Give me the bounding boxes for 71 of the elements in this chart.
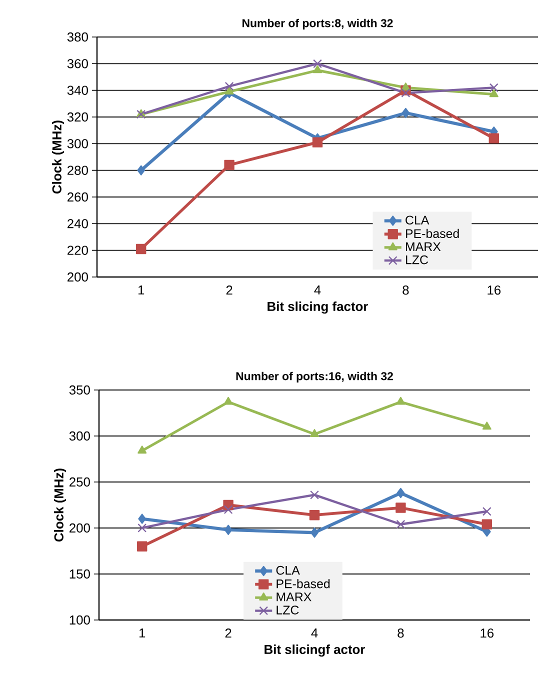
y-tick-label: 340	[67, 86, 88, 95]
legend-label: MARX	[406, 242, 441, 251]
x-tick-label: 1	[138, 286, 144, 294]
y-tick-label: 300	[67, 139, 88, 148]
point	[310, 490, 319, 500]
legend-label: MARX	[276, 592, 312, 602]
legend-label: PE-based	[276, 579, 330, 588]
point	[482, 422, 492, 430]
x-tick-label: 8	[398, 628, 404, 638]
x-tick-label: 1	[139, 628, 146, 638]
point	[396, 520, 406, 529]
y-tick-label: 360	[67, 59, 88, 68]
point	[224, 396, 233, 405]
point	[313, 59, 322, 68]
y-tick-label: 200	[68, 272, 88, 282]
y-tick-label: 220	[68, 246, 88, 255]
point	[489, 89, 498, 98]
point	[136, 244, 146, 254]
legend-label: LZC	[406, 255, 428, 264]
point	[137, 541, 148, 552]
point	[310, 528, 318, 538]
point	[482, 506, 492, 516]
chart-title: Number of ports:8, width 32	[242, 18, 393, 30]
y-tick-label: 350	[69, 385, 90, 395]
y-tick-label: 380	[67, 32, 88, 42]
y-tick-label: 240	[68, 219, 88, 228]
y-tick-label: 300	[69, 431, 90, 441]
legend-label: PE-based	[406, 228, 459, 238]
y-tick-label: 260	[68, 192, 88, 202]
x-tick-label: 8	[402, 286, 409, 295]
point	[138, 524, 147, 532]
x-axis-title: Bit slicing factor	[268, 302, 368, 314]
point	[309, 510, 320, 520]
x-tick-label: 2	[225, 628, 232, 638]
point	[138, 446, 147, 454]
y-tick-label: 150	[70, 569, 90, 579]
point	[310, 429, 319, 438]
y-axis-title: Clock (MHz)	[52, 120, 64, 194]
y-tick-label: 280	[68, 166, 88, 175]
point	[224, 505, 233, 514]
point	[396, 502, 406, 513]
y-tick-label: 100	[70, 615, 90, 625]
x-tick-label: 16	[488, 286, 501, 295]
point	[396, 396, 406, 405]
x-tick-label: 2	[226, 286, 232, 295]
x-tick-label: 16	[480, 628, 494, 638]
point	[488, 133, 499, 144]
point	[313, 65, 322, 74]
point	[224, 86, 234, 95]
point	[137, 165, 146, 176]
point	[489, 83, 498, 92]
legend-label: CLA	[406, 216, 430, 225]
point	[224, 82, 234, 91]
chart-title: Number of ports:16, width 32	[236, 372, 393, 382]
x-axis-title: Bit slicingf actor	[264, 644, 366, 657]
point	[138, 514, 146, 524]
point	[224, 524, 232, 535]
point	[224, 160, 234, 170]
y-tick-label: 200	[70, 523, 90, 533]
point	[312, 137, 323, 148]
x-tick-label: 4	[311, 628, 318, 638]
legend-label: LZC	[276, 606, 299, 614]
x-tick-label: 4	[314, 286, 321, 294]
legend-label: CLA	[276, 566, 300, 575]
point	[482, 519, 492, 530]
point	[401, 88, 410, 98]
y-axis-title: Clock (MHz)	[54, 468, 66, 542]
y-tick-label: 250	[70, 477, 90, 487]
point	[396, 488, 405, 498]
y-tick-label: 320	[67, 112, 88, 122]
point	[402, 108, 410, 118]
